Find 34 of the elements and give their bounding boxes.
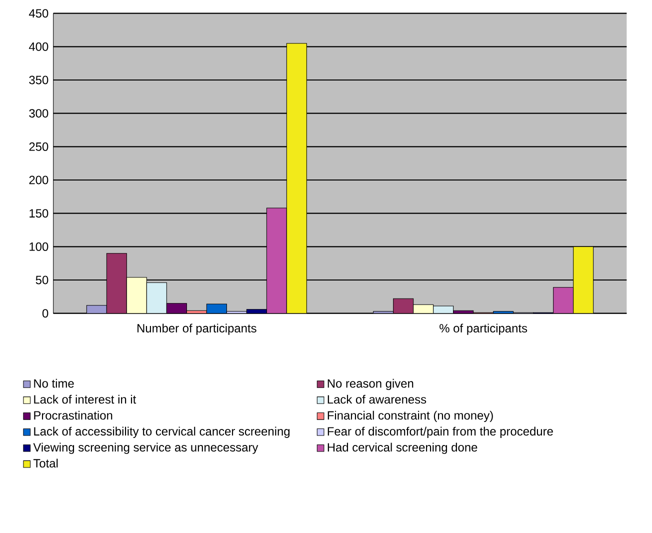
x-tick-label: % of participants (440, 324, 528, 335)
bar (126, 277, 147, 314)
bar (266, 208, 287, 314)
y-tick-label: 50 (36, 276, 48, 284)
legend-label: Had cervical screening done (328, 442, 478, 454)
bar (86, 305, 107, 314)
legend-label: No reason given (328, 378, 414, 390)
y-tick-label: 250 (29, 142, 48, 151)
bar (393, 298, 414, 314)
bar (573, 246, 594, 314)
legend-label: Procrastination (34, 410, 112, 420)
y-tick-label: 0 (42, 308, 48, 318)
legend-label: Total (33, 458, 58, 468)
bar (413, 304, 434, 314)
legend-label: Viewing screening service as unnecessary (33, 442, 258, 454)
y-tick-label: 300 (29, 108, 48, 118)
bar (146, 282, 167, 314)
legend-label: Lack of awareness (328, 394, 426, 404)
bar (553, 286, 574, 314)
y-tick-label: 350 (29, 76, 48, 84)
legend-label: Fear of discomfort/pain from the procedure (328, 426, 553, 438)
y-tick-label: 400 (28, 42, 48, 51)
legend-label: No time (34, 378, 74, 388)
y-tick-label: 100 (30, 242, 48, 251)
y-tick-label: 150 (30, 208, 48, 218)
y-tick-label: 450 (28, 8, 48, 18)
x-tick-label: Number of participants (138, 324, 256, 335)
bar (286, 43, 307, 314)
legend-label: Lack of interest in it (34, 394, 136, 404)
bar (166, 303, 187, 314)
legend-label: Lack of accessibility to cervical cancer screening (34, 426, 290, 438)
bar (106, 253, 127, 314)
legend-label: Financial constraint (no money) (328, 410, 493, 422)
y-tick-label: 200 (29, 176, 48, 184)
